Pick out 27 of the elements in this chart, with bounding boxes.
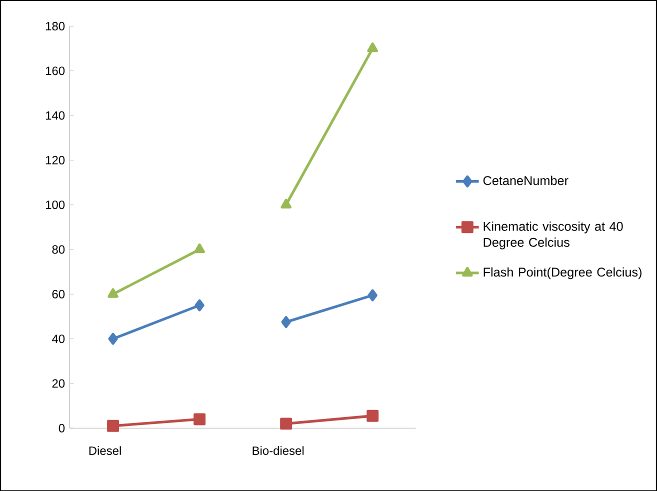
point bbox=[194, 413, 206, 426]
point bbox=[280, 418, 292, 430]
point bbox=[368, 289, 378, 302]
y-tick-label: 80 bbox=[52, 245, 65, 254]
y-tick-label: 180 bbox=[46, 22, 65, 30]
point bbox=[108, 288, 118, 298]
point bbox=[107, 420, 120, 432]
point bbox=[281, 316, 291, 328]
y-tick-label: 120 bbox=[46, 156, 65, 164]
legend-label: Kinematic viscosity at 40 Degree Celcius bbox=[484, 221, 623, 250]
x-tick-label: Diesel bbox=[89, 446, 121, 455]
y-tick-label: 160 bbox=[46, 66, 65, 75]
y-tick-label: 40 bbox=[52, 334, 65, 343]
x-tick-label: Bio-diesel bbox=[252, 446, 304, 455]
y-tick-label: 20 bbox=[52, 379, 65, 388]
point bbox=[194, 299, 204, 312]
y-tick-label: 60 bbox=[52, 290, 65, 298]
legend-label: Flash Point(Degree Celcius) bbox=[484, 267, 642, 280]
y-tick-label: 140 bbox=[46, 111, 65, 120]
point bbox=[367, 42, 378, 52]
point bbox=[366, 410, 379, 422]
y-tick-label: 100 bbox=[46, 200, 65, 209]
point bbox=[108, 332, 118, 345]
point bbox=[280, 198, 292, 208]
y-tick-label: 0 bbox=[58, 424, 65, 432]
legend-label: CetaneNumber bbox=[483, 176, 568, 185]
point bbox=[194, 243, 205, 254]
